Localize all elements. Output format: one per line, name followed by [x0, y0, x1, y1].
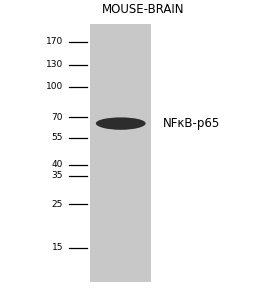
Text: 70: 70: [52, 112, 63, 122]
Text: 130: 130: [46, 60, 63, 69]
Text: 55: 55: [52, 133, 63, 142]
Ellipse shape: [96, 117, 146, 130]
Bar: [91, 24, 151, 282]
Text: 25: 25: [52, 200, 63, 209]
Text: 100: 100: [46, 82, 63, 91]
Text: NFκB-p65: NFκB-p65: [163, 117, 221, 130]
Text: 170: 170: [46, 38, 63, 46]
Text: 35: 35: [52, 171, 63, 180]
Text: MOUSE-BRAIN: MOUSE-BRAIN: [102, 3, 185, 16]
Text: 15: 15: [52, 243, 63, 252]
Text: 40: 40: [52, 160, 63, 169]
